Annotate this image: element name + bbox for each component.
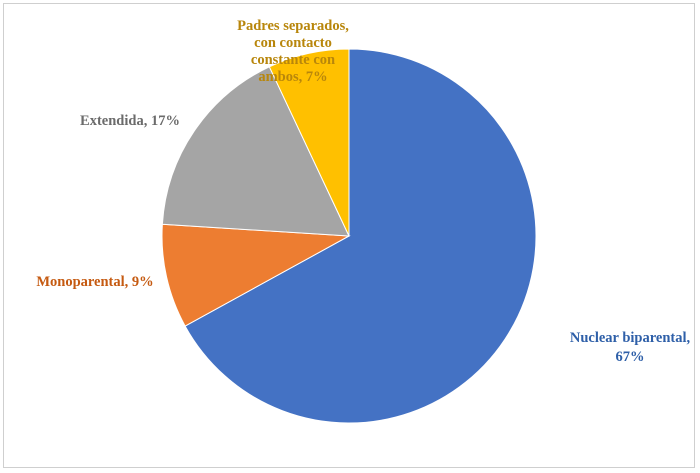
data-label-padres-separados-con-contacto-constante-con-ambos: Padres separados, con contacto constante c… [237, 18, 349, 85]
pie-slice-nuclear-biparental [184, 48, 537, 424]
data-label-extendida: Extendida, 17% [80, 113, 180, 129]
pie-slice-extendida [161, 66, 350, 237]
data-label-monoparental: Monoparental, 9% [36, 274, 153, 290]
pie-slice-monoparental [161, 223, 351, 327]
data-label-nuclear-biparental: Nuclear biparental, 67% [570, 330, 691, 365]
pie-slice-padres-separados-con-contacto-constante-con-ambos [268, 48, 350, 237]
